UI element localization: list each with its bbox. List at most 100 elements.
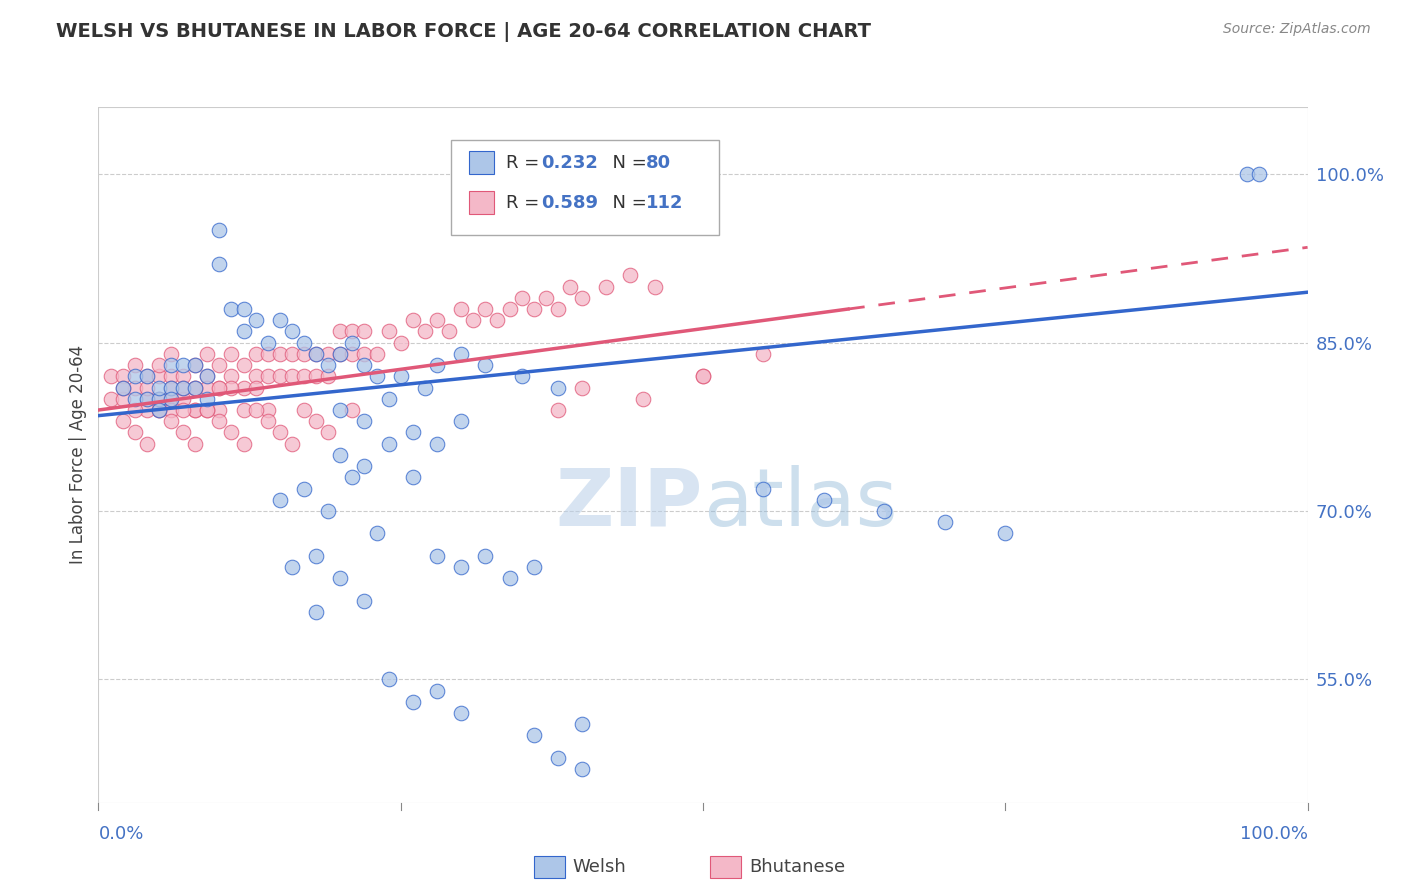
- Point: [124, 369, 146, 384]
- Point: [366, 347, 388, 361]
- Text: Bhutanese: Bhutanese: [749, 858, 845, 876]
- Point: [463, 313, 485, 327]
- Point: [148, 403, 170, 417]
- Point: [305, 347, 328, 361]
- Point: [631, 392, 654, 406]
- Point: [184, 436, 207, 450]
- Point: [208, 257, 231, 271]
- Point: [172, 381, 194, 395]
- Point: [232, 381, 254, 395]
- Point: [148, 403, 170, 417]
- Point: [595, 279, 617, 293]
- Point: [172, 403, 194, 417]
- Point: [135, 369, 157, 384]
- Point: [148, 369, 170, 384]
- Point: [813, 492, 835, 507]
- Point: [413, 381, 436, 395]
- Point: [232, 358, 254, 372]
- Point: [486, 313, 509, 327]
- Point: [994, 526, 1017, 541]
- Text: N =: N =: [602, 153, 652, 171]
- Point: [571, 717, 593, 731]
- Point: [413, 325, 436, 339]
- Point: [281, 560, 304, 574]
- Point: [474, 301, 496, 316]
- Point: [353, 325, 375, 339]
- Point: [124, 403, 146, 417]
- Point: [184, 403, 207, 417]
- Point: [172, 381, 194, 395]
- Point: [558, 279, 581, 293]
- Point: [426, 313, 449, 327]
- Point: [195, 403, 218, 417]
- Text: R =: R =: [506, 194, 544, 211]
- Point: [184, 358, 207, 372]
- Point: [474, 549, 496, 563]
- Point: [510, 291, 533, 305]
- Point: [426, 549, 449, 563]
- Point: [377, 673, 399, 687]
- Text: 80: 80: [647, 153, 672, 171]
- Point: [245, 381, 267, 395]
- Point: [148, 403, 170, 417]
- Point: [1249, 167, 1271, 181]
- Point: [353, 594, 375, 608]
- Point: [510, 369, 533, 384]
- Point: [208, 223, 231, 237]
- Point: [208, 403, 231, 417]
- Point: [135, 436, 157, 450]
- Point: [342, 325, 364, 339]
- Point: [281, 347, 304, 361]
- Point: [523, 560, 546, 574]
- Point: [232, 403, 254, 417]
- Point: [389, 335, 412, 350]
- Point: [256, 403, 278, 417]
- Point: [100, 392, 122, 406]
- Point: [221, 425, 243, 440]
- Point: [316, 358, 339, 372]
- Point: [195, 369, 218, 384]
- Point: [208, 414, 231, 428]
- Point: [160, 392, 183, 406]
- Point: [135, 369, 157, 384]
- Point: [450, 414, 472, 428]
- Point: [172, 425, 194, 440]
- Point: [292, 482, 315, 496]
- Point: [402, 470, 425, 484]
- Point: [256, 335, 278, 350]
- Point: [245, 313, 267, 327]
- Point: [195, 369, 218, 384]
- Point: [148, 392, 170, 406]
- Text: 0.0%: 0.0%: [98, 825, 143, 843]
- Point: [160, 403, 183, 417]
- Point: [111, 381, 134, 395]
- Point: [148, 358, 170, 372]
- Text: 112: 112: [647, 194, 683, 211]
- Point: [292, 347, 315, 361]
- Point: [402, 425, 425, 440]
- Point: [450, 301, 472, 316]
- Point: [316, 347, 339, 361]
- Point: [160, 369, 183, 384]
- Point: [571, 381, 593, 395]
- Point: [571, 762, 593, 776]
- Point: [426, 358, 449, 372]
- Point: [269, 492, 291, 507]
- Point: [342, 335, 364, 350]
- Point: [547, 381, 569, 395]
- Text: 0.589: 0.589: [541, 194, 598, 211]
- Point: [148, 381, 170, 395]
- Point: [305, 414, 328, 428]
- Text: atlas: atlas: [703, 465, 897, 542]
- Point: [245, 347, 267, 361]
- Point: [221, 381, 243, 395]
- Point: [752, 347, 775, 361]
- Text: 0.232: 0.232: [541, 153, 598, 171]
- Point: [160, 414, 183, 428]
- Point: [292, 335, 315, 350]
- Point: [547, 301, 569, 316]
- Point: [184, 381, 207, 395]
- Point: [256, 347, 278, 361]
- Point: [329, 448, 352, 462]
- Point: [256, 369, 278, 384]
